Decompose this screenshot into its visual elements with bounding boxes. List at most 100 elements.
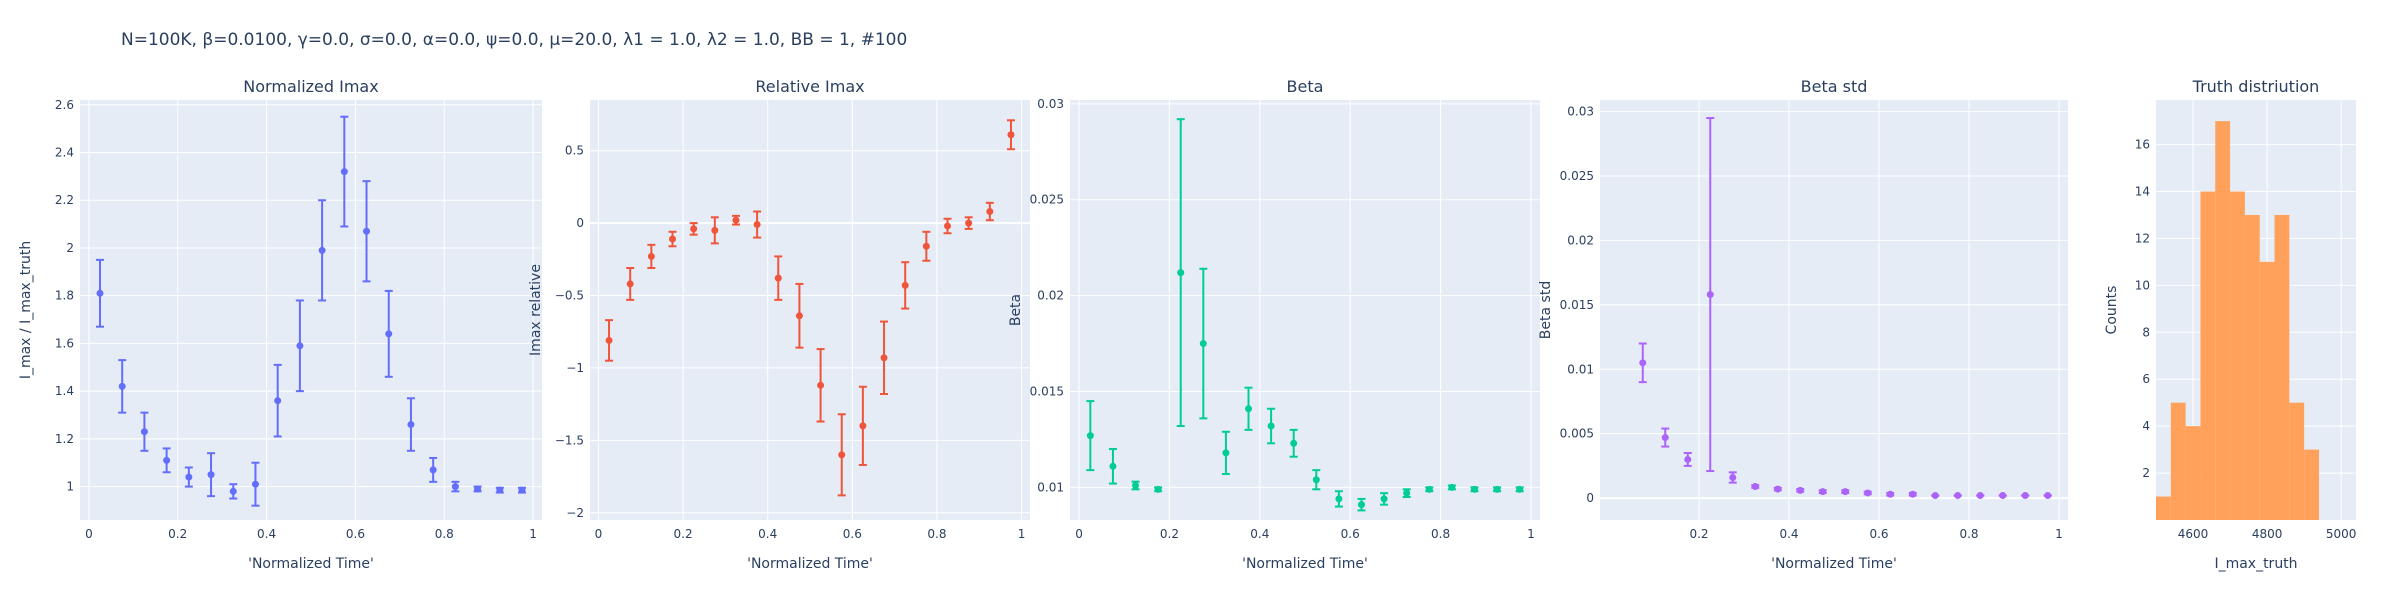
- y-tick-label: 0.01: [1567, 362, 1594, 376]
- y-axis-title: Beta std: [1538, 281, 1554, 339]
- subplot-title: Beta std: [1801, 77, 1868, 96]
- data-point: [318, 246, 326, 254]
- data-point: [385, 330, 393, 338]
- data-point: [1199, 340, 1207, 348]
- data-point: [1007, 131, 1015, 139]
- y-tick-label: 10: [2135, 278, 2150, 292]
- y-tick-label: 1.2: [55, 432, 74, 446]
- data-point: [1841, 488, 1849, 496]
- y-tick-label: −0.5: [555, 289, 584, 303]
- x-tick-label: 1: [1527, 527, 1535, 541]
- y-tick-label: 0.02: [1037, 289, 1064, 303]
- y-axis-title: Beta: [1008, 294, 1024, 326]
- y-axis-title: I_max / I_max_truth: [18, 241, 34, 379]
- data-point: [1976, 492, 1984, 500]
- x-tick-label: 0.8: [927, 527, 946, 541]
- data-point: [296, 342, 304, 350]
- y-tick-label: 0.03: [1567, 105, 1594, 119]
- data-point: [1154, 485, 1162, 493]
- data-point: [1886, 490, 1894, 498]
- x-tick-label: 0.2: [1160, 527, 1179, 541]
- data-point: [1245, 405, 1253, 413]
- data-point: [1954, 492, 1962, 500]
- subplot-3: 0 0.2 0.4 0.6 0.8 1 0.01 0.015 0.02 0.025 0.03 Beta…: [1008, 77, 1540, 572]
- y-tick-label: 0.03: [1037, 97, 1064, 111]
- y-tick-label: 0.01: [1037, 480, 1064, 494]
- plot-marks: [1638, 117, 2052, 500]
- data-point: [1661, 434, 1669, 442]
- subplot-title: Truth distriution: [2192, 77, 2320, 96]
- x-axis-title: 'Normalized Time': [1242, 556, 1368, 572]
- data-point: [474, 485, 482, 493]
- data-point: [1909, 490, 1917, 498]
- y-tick-label: 0.02: [1567, 233, 1594, 247]
- subplot-4: 0.2 0.4 0.6 0.8 1 0 0.005 0.01 0.015 0.02 0.025 0.0…: [1538, 77, 2068, 572]
- histogram-bar: [2244, 214, 2260, 520]
- data-point: [965, 219, 973, 227]
- data-point: [1639, 359, 1647, 367]
- data-point: [518, 486, 526, 494]
- x-tick-label: 1: [529, 527, 537, 541]
- y-tick-label: 1: [66, 480, 74, 494]
- x-tick-label: 0.8: [1959, 527, 1978, 541]
- plot-marks: [1086, 118, 1524, 512]
- data-point: [1267, 422, 1275, 430]
- x-tick-label: 4600: [2178, 527, 2209, 541]
- y-axis-title: Imax relative: [528, 264, 544, 356]
- data-point: [1931, 492, 1939, 500]
- histogram-bar: [2170, 402, 2186, 520]
- x-tick-label: 0.2: [1689, 527, 1708, 541]
- data-point: [1335, 495, 1343, 503]
- data-point: [901, 281, 909, 289]
- data-point: [207, 471, 215, 479]
- x-tick-label: 0.6: [843, 527, 862, 541]
- y-tick-label: 0.025: [1030, 193, 1064, 207]
- y-tick-label: 12: [2135, 231, 2150, 245]
- data-point: [96, 289, 104, 297]
- x-tick-label: 0.6: [1869, 527, 1888, 541]
- x-tick-label: 0.8: [1431, 527, 1450, 541]
- data-point: [859, 422, 867, 430]
- data-point: [251, 480, 259, 488]
- data-point: [451, 483, 459, 491]
- y-tick-label: −1: [566, 361, 584, 375]
- data-point: [1796, 486, 1804, 494]
- data-point: [340, 168, 348, 176]
- x-tick-label: 0: [595, 527, 603, 541]
- data-point: [140, 428, 148, 436]
- histogram-bar: [2274, 214, 2290, 520]
- data-point: [1177, 269, 1185, 277]
- data-point: [1403, 489, 1411, 497]
- y-tick-label: 0: [1586, 491, 1594, 505]
- y-tick-label: −1.5: [555, 433, 584, 447]
- data-point: [690, 225, 698, 233]
- y-tick-label: 2: [66, 241, 74, 255]
- subplot-title: Relative Imax: [755, 77, 864, 96]
- data-point: [1706, 291, 1714, 299]
- x-tick-label: 0.4: [1250, 527, 1269, 541]
- data-point: [732, 216, 740, 224]
- data-point: [1380, 495, 1388, 503]
- x-axis-title: 'Normalized Time': [1771, 556, 1897, 572]
- x-tick-label: 4800: [2252, 527, 2283, 541]
- y-tick-label: 14: [2135, 185, 2150, 199]
- data-point: [429, 466, 437, 474]
- x-tick-label: 0.4: [257, 527, 276, 541]
- subplot-title: Beta: [1287, 77, 1324, 96]
- data-point: [880, 354, 888, 362]
- x-tick-label: 0.4: [758, 527, 777, 541]
- plot-area: [1070, 100, 1540, 520]
- x-axis-title: 'Normalized Time': [248, 556, 374, 572]
- x-tick-label: 0.2: [674, 527, 693, 541]
- plot-area: [80, 100, 542, 520]
- x-tick-label: 0.2: [168, 527, 187, 541]
- x-tick-label: 0.8: [435, 527, 454, 541]
- y-tick-label: 0.5: [565, 144, 584, 158]
- plot-area: [590, 100, 1030, 520]
- data-point: [986, 208, 994, 216]
- data-point: [1086, 432, 1094, 440]
- data-point: [669, 235, 676, 243]
- data-point: [185, 473, 193, 481]
- subplot-2: 0 0.2 0.4 0.6 0.8 1 −2 −1.5 −1 −0.5 0 0.5 Relative I…: [528, 77, 1030, 572]
